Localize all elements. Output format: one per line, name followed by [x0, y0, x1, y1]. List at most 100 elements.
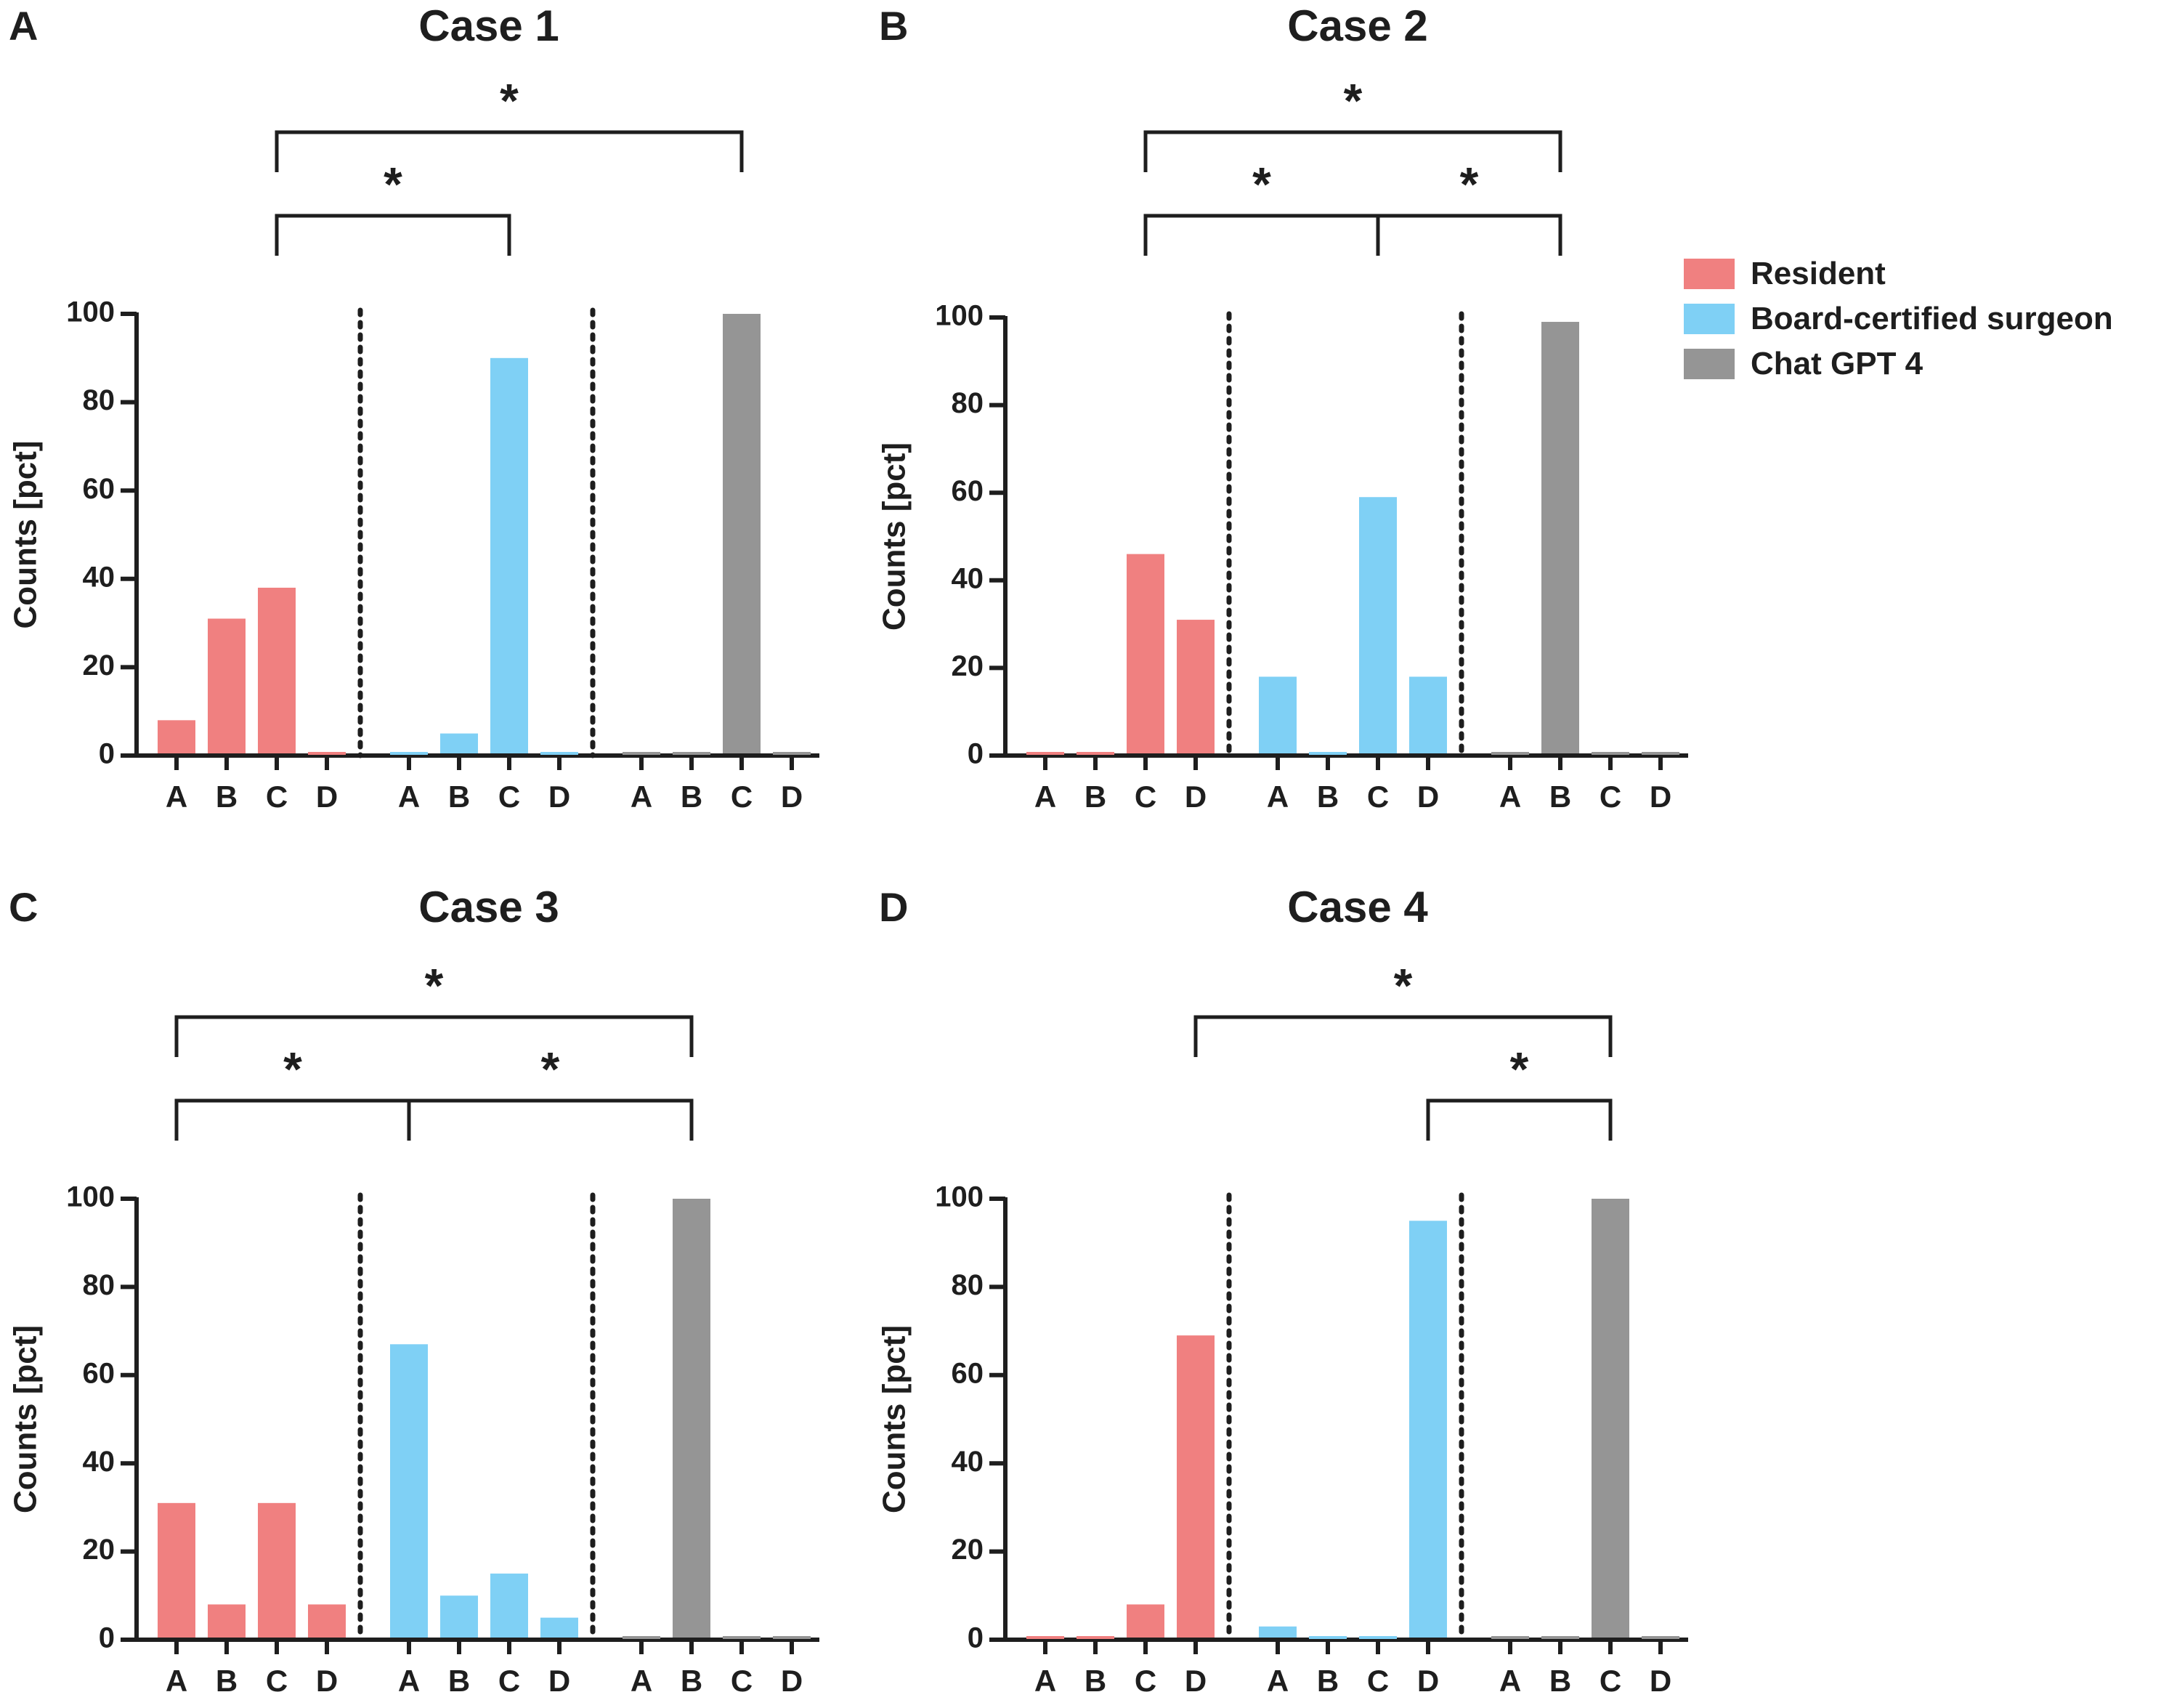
x-tick-label: C — [266, 780, 288, 814]
bar-board-certified-surgeon-c — [1359, 497, 1397, 753]
x-tick-label: B — [1085, 1664, 1106, 1698]
x-tick-label: B — [216, 1664, 238, 1698]
bar-board-certified-surgeon-a — [1259, 676, 1297, 753]
panel-letter: A — [9, 3, 38, 49]
bracket-line — [1143, 214, 1380, 256]
x-tick-label: A — [631, 780, 652, 814]
significance-star: * — [541, 1042, 560, 1096]
x-tick-label: C — [731, 1664, 753, 1698]
bar-resident-b — [208, 1604, 246, 1638]
x-tick-label: D — [548, 1664, 570, 1698]
y-tick-label: 20 — [83, 649, 115, 681]
y-tick-label: 60 — [952, 475, 984, 507]
legend-swatch-chat-gpt-4 — [1684, 349, 1735, 379]
bar-board-certified-surgeon-c — [490, 1573, 528, 1638]
bar-resident-c — [258, 1502, 296, 1638]
panel-letter: C — [9, 884, 38, 930]
y-tick-label: 80 — [952, 1269, 984, 1301]
bar-chat-gpt-4-b — [673, 1199, 710, 1638]
x-tick-label: D — [1417, 780, 1439, 814]
x-tick-label: D — [1185, 1664, 1207, 1698]
y-tick-label: 80 — [83, 1269, 115, 1301]
x-tick-label: A — [631, 1664, 652, 1698]
y-tick-label: 20 — [952, 650, 984, 682]
y-axis-label: Counts [pct] — [8, 440, 44, 628]
x-tick-label: D — [781, 1664, 803, 1698]
bracket-line — [1376, 214, 1562, 256]
significance-star: * — [384, 157, 402, 211]
y-tick-label: 0 — [968, 1622, 984, 1654]
x-tick-label: A — [166, 780, 187, 814]
bar-board-certified-surgeon-d — [540, 1617, 578, 1638]
y-tick-label: 100 — [66, 296, 115, 328]
chart-title: Case 3 — [418, 883, 559, 931]
y-tick-label: 100 — [935, 300, 984, 332]
significance-bracket: * — [1193, 958, 1613, 1057]
significance-bracket: * — [1426, 1042, 1613, 1141]
y-tick-label: 40 — [83, 561, 115, 593]
y-tick-label: 60 — [952, 1357, 984, 1389]
x-tick-label: D — [316, 780, 338, 814]
x-tick-label: D — [781, 780, 803, 814]
significance-star: * — [1394, 958, 1413, 1012]
bracket-line — [1143, 130, 1562, 172]
x-tick-label: B — [216, 780, 238, 814]
x-tick-label: C — [498, 780, 520, 814]
significance-bracket: * — [174, 958, 694, 1057]
y-tick-label: 40 — [83, 1446, 115, 1478]
chart-title: Case 4 — [1287, 883, 1428, 931]
bracket-line — [407, 1098, 694, 1141]
legend-label-resident: Resident — [1751, 256, 1886, 291]
y-tick-label: 100 — [66, 1181, 115, 1213]
x-tick-label: C — [498, 1664, 520, 1698]
bar-resident-c — [1127, 1604, 1164, 1638]
significance-star: * — [1252, 157, 1271, 211]
bar-resident-c — [1127, 554, 1164, 753]
bar-resident-d — [1177, 1335, 1215, 1638]
x-tick-label: C — [1600, 1664, 1621, 1698]
bracket-line — [174, 1015, 694, 1057]
chart-title: Case 2 — [1287, 1, 1427, 50]
x-tick-label: A — [1034, 780, 1056, 814]
legend-item-board-certified-surgeon: Board-certified surgeon — [1684, 296, 2113, 341]
x-tick-label: D — [1650, 1664, 1671, 1698]
bar-resident-c — [258, 587, 296, 753]
significance-star: * — [1460, 157, 1479, 211]
y-axis-label: Counts [pct] — [877, 442, 912, 631]
bar-resident-b — [208, 618, 246, 753]
significance-bracket: * — [275, 73, 744, 172]
significance-star: * — [500, 73, 519, 127]
bar-chat-gpt-4-b — [1541, 322, 1579, 753]
x-tick-label: A — [1034, 1664, 1056, 1698]
panel-letter: D — [879, 884, 908, 930]
y-tick-label: 20 — [952, 1534, 984, 1566]
bracket-line — [275, 130, 744, 172]
x-tick-label: C — [1367, 780, 1389, 814]
x-tick-label: D — [548, 780, 570, 814]
x-tick-label: A — [1499, 780, 1521, 814]
y-tick-label: 0 — [968, 738, 984, 770]
x-tick-label: B — [1317, 1664, 1339, 1698]
significance-star: * — [1344, 73, 1363, 127]
bar-board-certified-surgeon-b — [440, 1595, 478, 1638]
y-tick-label: 100 — [935, 1181, 984, 1213]
x-tick-label: C — [1135, 1664, 1156, 1698]
x-tick-label: A — [1267, 780, 1289, 814]
x-tick-label: D — [1417, 1664, 1439, 1698]
x-tick-label: A — [398, 1664, 420, 1698]
legend-item-chat-gpt-4: Chat GPT 4 — [1684, 341, 2113, 386]
bar-resident-d — [1177, 620, 1215, 753]
bar-resident-a — [158, 1502, 195, 1638]
y-tick-label: 80 — [83, 384, 115, 416]
x-tick-label: D — [316, 1664, 338, 1698]
x-tick-label: D — [1650, 780, 1671, 814]
x-tick-label: A — [1499, 1664, 1521, 1698]
panel-letter: B — [879, 3, 908, 49]
x-tick-label: B — [681, 1664, 702, 1698]
legend-swatch-board-certified-surgeon — [1684, 304, 1735, 334]
